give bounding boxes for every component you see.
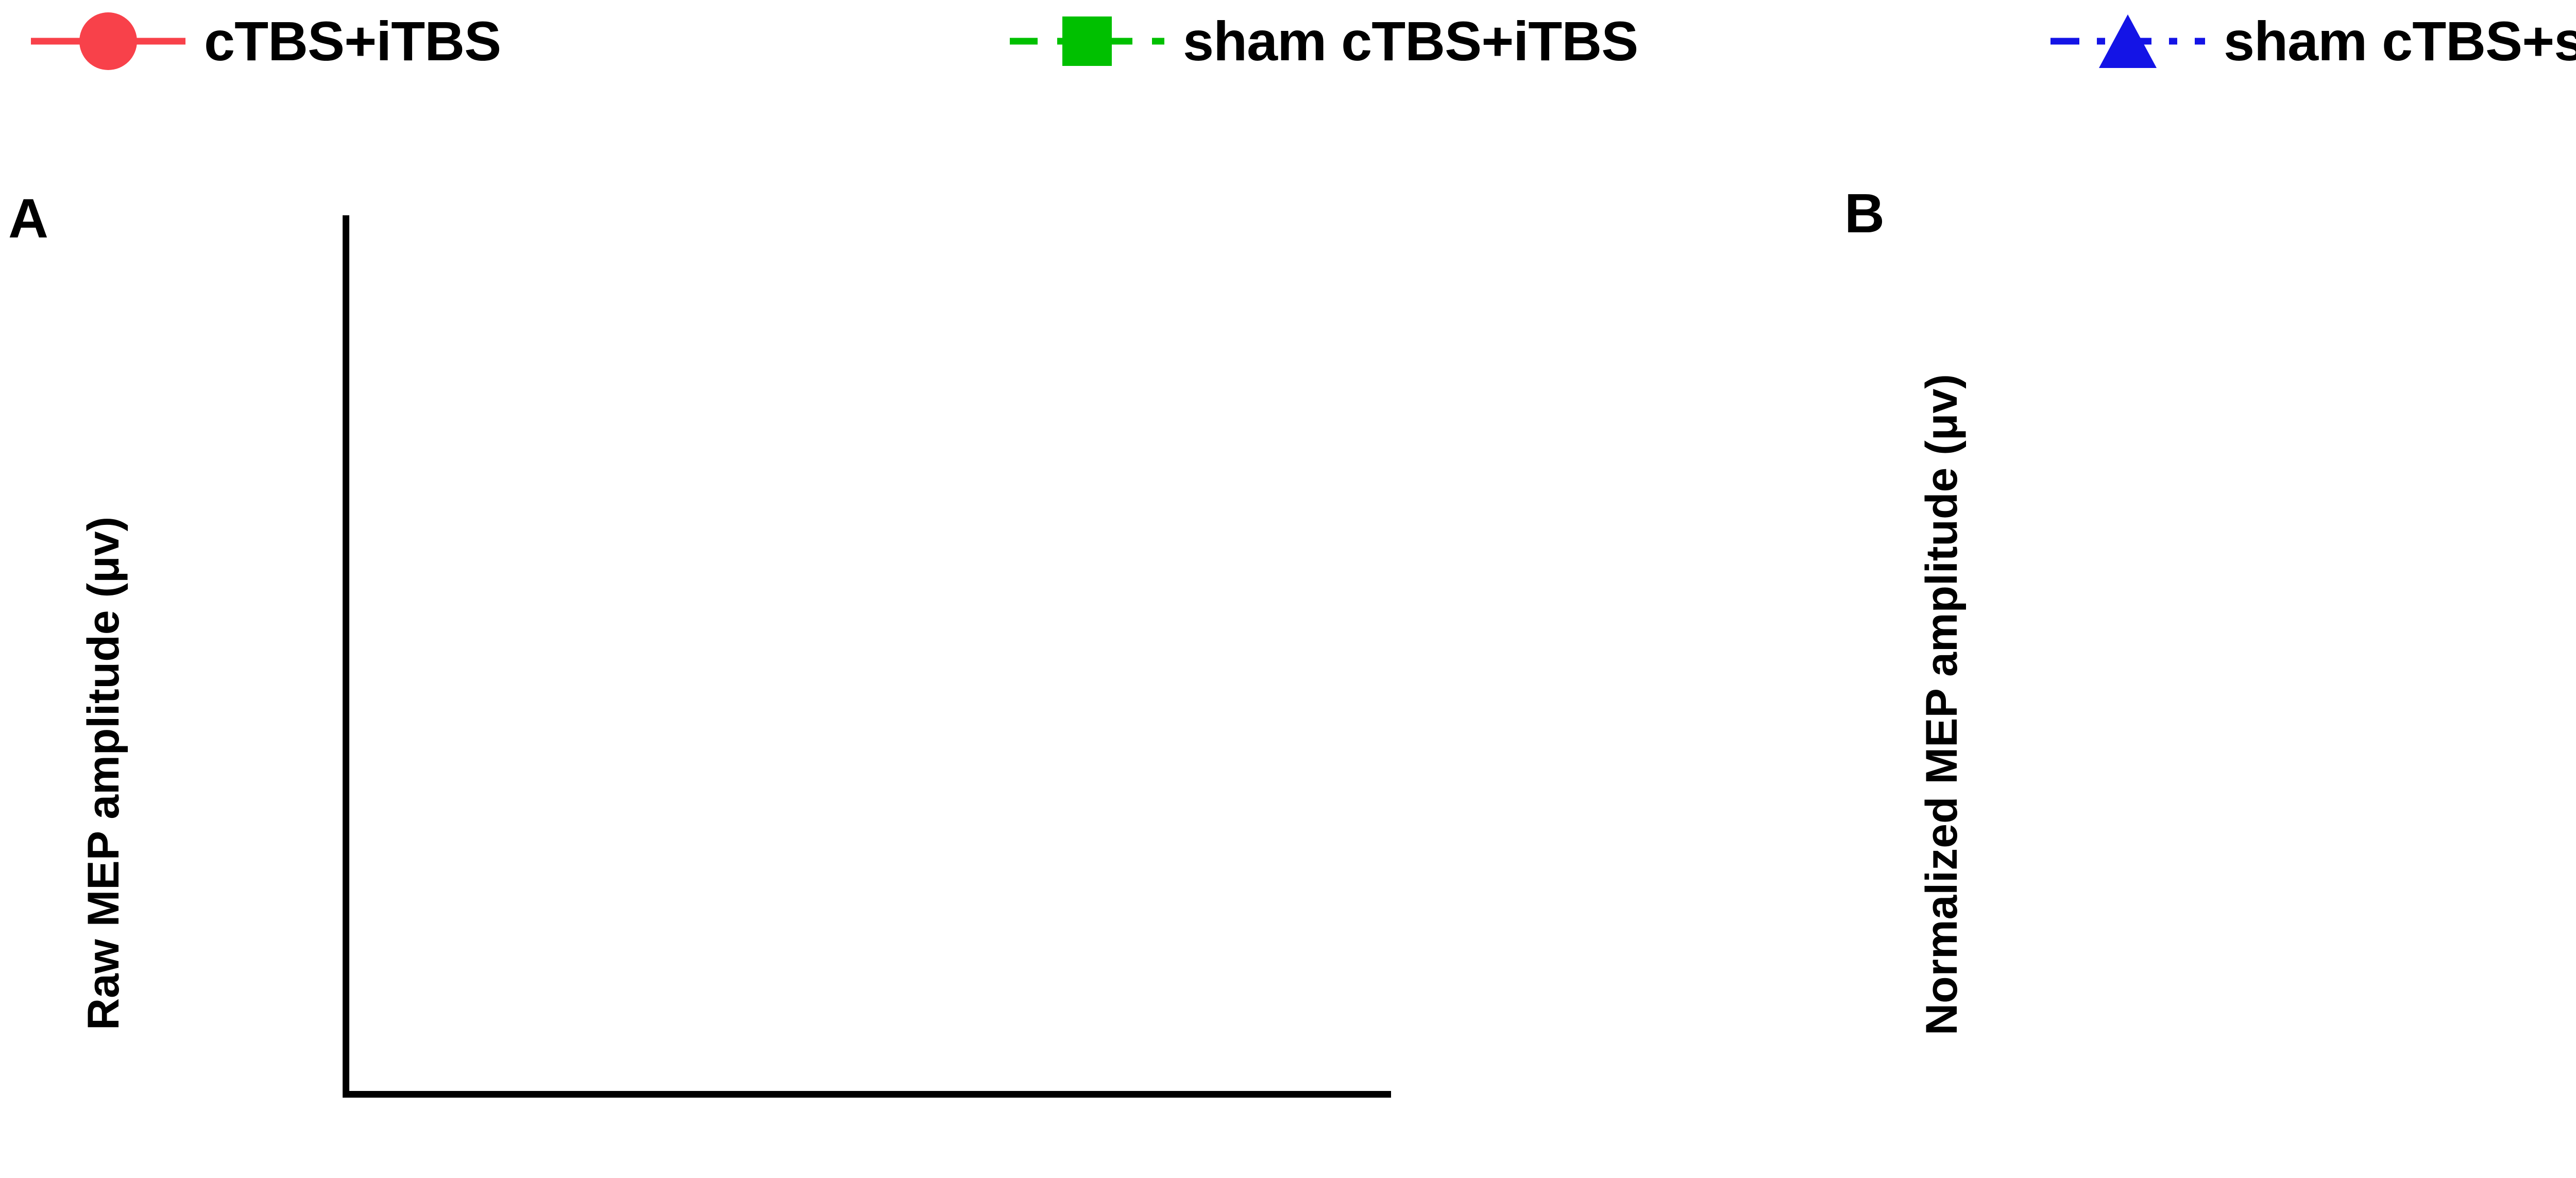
chart-legend: cTBS+iTBS sham cTBS+iTBS sham cTBS+sham … xyxy=(0,0,2576,82)
legend-item-sham-ctbs-sham-itbs: sham cTBS+sham iTBS xyxy=(2050,0,2576,82)
legend-sample-red xyxy=(31,0,185,82)
square-marker-icon xyxy=(1062,16,1112,66)
y-axis-line xyxy=(343,215,349,1098)
legend-sample-green xyxy=(1010,0,1164,82)
legend-item-sham-ctbs-itbs: sham cTBS+iTBS xyxy=(1010,0,1638,82)
legend-item-ctbs-itbs: cTBS+iTBS xyxy=(31,0,501,82)
panel-a: A Raw MEP amplitude (μv) xyxy=(8,187,1391,1098)
panel-b-plot-area xyxy=(1674,0,2576,1178)
circle-marker-icon xyxy=(79,12,137,70)
x-axis-line xyxy=(343,1091,1391,1098)
panel-b-letter: B xyxy=(1844,182,1885,244)
panel-a-letter: A xyxy=(8,187,48,249)
panel-b: B Normalized MEP amplitude (μv) xyxy=(1674,0,2576,1178)
legend-label: sham cTBS+iTBS xyxy=(1183,10,1638,72)
legend-sample-blue xyxy=(2050,0,2205,82)
legend-label: sham cTBS+sham iTBS xyxy=(2224,10,2576,72)
legend-label: cTBS+iTBS xyxy=(204,10,501,72)
panel-a-plot-area xyxy=(343,215,1391,1098)
triangle-marker-icon xyxy=(2099,14,2157,68)
